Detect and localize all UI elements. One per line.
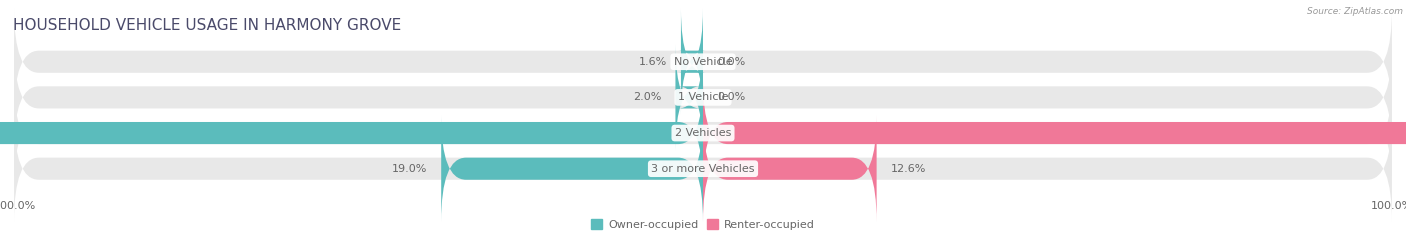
FancyBboxPatch shape [675, 44, 703, 150]
FancyBboxPatch shape [703, 116, 876, 222]
Text: Source: ZipAtlas.com: Source: ZipAtlas.com [1308, 7, 1403, 16]
FancyBboxPatch shape [678, 9, 706, 115]
Text: 100.0%: 100.0% [1371, 201, 1406, 211]
FancyBboxPatch shape [14, 80, 1392, 186]
FancyBboxPatch shape [14, 44, 1392, 150]
Text: 12.6%: 12.6% [890, 164, 925, 174]
Text: HOUSEHOLD VEHICLE USAGE IN HARMONY GROVE: HOUSEHOLD VEHICLE USAGE IN HARMONY GROVE [13, 18, 401, 33]
FancyBboxPatch shape [0, 80, 703, 186]
Text: 0.0%: 0.0% [717, 57, 745, 67]
Text: No Vehicle: No Vehicle [673, 57, 733, 67]
FancyBboxPatch shape [14, 9, 1392, 115]
Text: 1.6%: 1.6% [638, 57, 668, 67]
Text: 19.0%: 19.0% [392, 164, 427, 174]
Text: 3 or more Vehicles: 3 or more Vehicles [651, 164, 755, 174]
Text: 1 Vehicle: 1 Vehicle [678, 92, 728, 102]
Text: 0.0%: 0.0% [717, 92, 745, 102]
Text: 100.0%: 100.0% [0, 201, 35, 211]
FancyBboxPatch shape [703, 80, 1406, 186]
Legend: Owner-occupied, Renter-occupied: Owner-occupied, Renter-occupied [586, 215, 820, 234]
FancyBboxPatch shape [14, 116, 1392, 222]
Text: 2.0%: 2.0% [633, 92, 662, 102]
Text: 2 Vehicles: 2 Vehicles [675, 128, 731, 138]
FancyBboxPatch shape [441, 116, 703, 222]
